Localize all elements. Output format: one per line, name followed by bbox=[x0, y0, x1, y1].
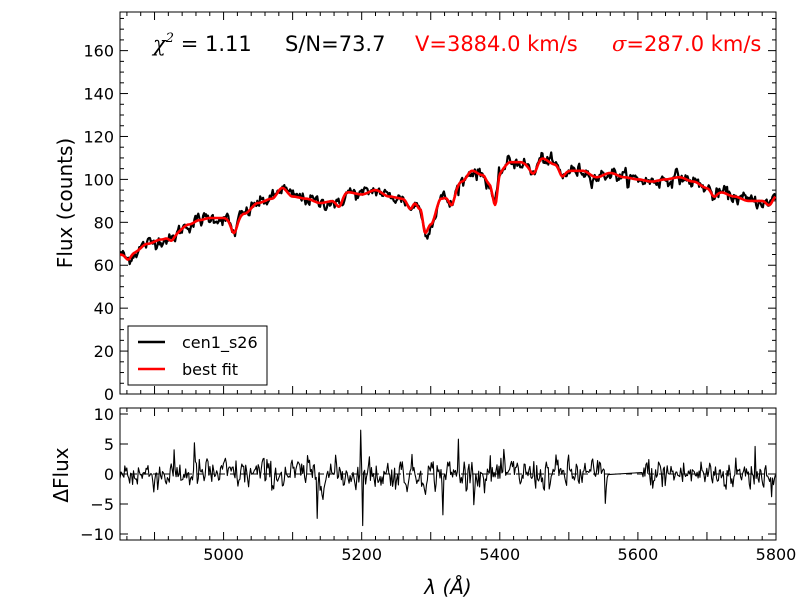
bottom-y-ticks: 10 5 0 −5 −10 bbox=[80, 405, 776, 544]
x-tick-label: 5200 bbox=[341, 545, 382, 564]
x-tick-label: 5800 bbox=[756, 545, 797, 564]
bottom-panel: 10 5 0 −5 −10 5000 5200 5400 5600 5800 ΔFlux λ (… bbox=[49, 405, 796, 599]
top-y-tick-label: 40 bbox=[94, 299, 114, 318]
x-tick-label: 5000 bbox=[203, 545, 244, 564]
legend-label-fit: best fit bbox=[182, 360, 238, 379]
top-y-tick-label: 100 bbox=[83, 170, 114, 189]
sigma-value: =287.0 km/s bbox=[626, 32, 761, 56]
top-y-ticks: 0 20 40 60 80 100 120 140 160 bbox=[83, 17, 776, 404]
top-panel: 0 20 40 60 80 100 120 140 160 χ2 = 1.11 S/N=73.7… bbox=[53, 11, 777, 404]
bottom-y-axis-label: ΔFlux bbox=[49, 447, 73, 502]
chi2-equals: = bbox=[174, 32, 205, 56]
sigma-annotation: σ=287.0 km/s bbox=[612, 32, 761, 56]
bottom-y-tick-label: 0 bbox=[104, 465, 114, 484]
top-y-tick-label: 160 bbox=[83, 42, 114, 61]
top-y-tick-label: 0 bbox=[104, 385, 114, 404]
legend: cen1_s26 best fit bbox=[127, 325, 268, 386]
top-y-axis-label: Flux (counts) bbox=[53, 138, 77, 268]
top-y-tick-label: 20 bbox=[94, 342, 114, 361]
chi2-value: 1.11 bbox=[205, 32, 252, 56]
legend-box bbox=[127, 325, 268, 386]
velocity-annotation: V=3884.0 km/s bbox=[415, 32, 578, 56]
top-y-tick-label: 60 bbox=[94, 256, 114, 275]
bottom-x-ticks: 5000 5200 5400 5600 5800 bbox=[126, 408, 797, 564]
top-y-tick-label: 120 bbox=[83, 127, 114, 146]
x-axis-label: λ (Å) bbox=[423, 575, 471, 599]
residual-line bbox=[120, 429, 776, 527]
signal-to-noise-annotation: S/N=73.7 bbox=[285, 32, 385, 56]
legend-label-observed: cen1_s26 bbox=[182, 333, 258, 353]
chi2-annotation: χ2 = 1.11 bbox=[151, 31, 252, 56]
bottom-y-tick-label: 5 bbox=[104, 435, 114, 454]
bottom-y-tick-label: 10 bbox=[94, 405, 114, 424]
top-x-ticks bbox=[126, 12, 777, 394]
x-tick-label: 5400 bbox=[479, 545, 520, 564]
chi2-symbol: χ bbox=[151, 32, 167, 56]
best-fit-line bbox=[120, 157, 776, 261]
top-y-tick-label: 80 bbox=[94, 213, 114, 232]
bottom-y-tick-label: −5 bbox=[90, 495, 114, 514]
bottom-y-tick-label: −10 bbox=[80, 525, 114, 544]
chi2-exponent: 2 bbox=[165, 31, 174, 46]
top-y-tick-label: 140 bbox=[83, 85, 114, 104]
sigma-symbol: σ bbox=[612, 32, 627, 56]
x-tick-label: 5600 bbox=[618, 545, 659, 564]
